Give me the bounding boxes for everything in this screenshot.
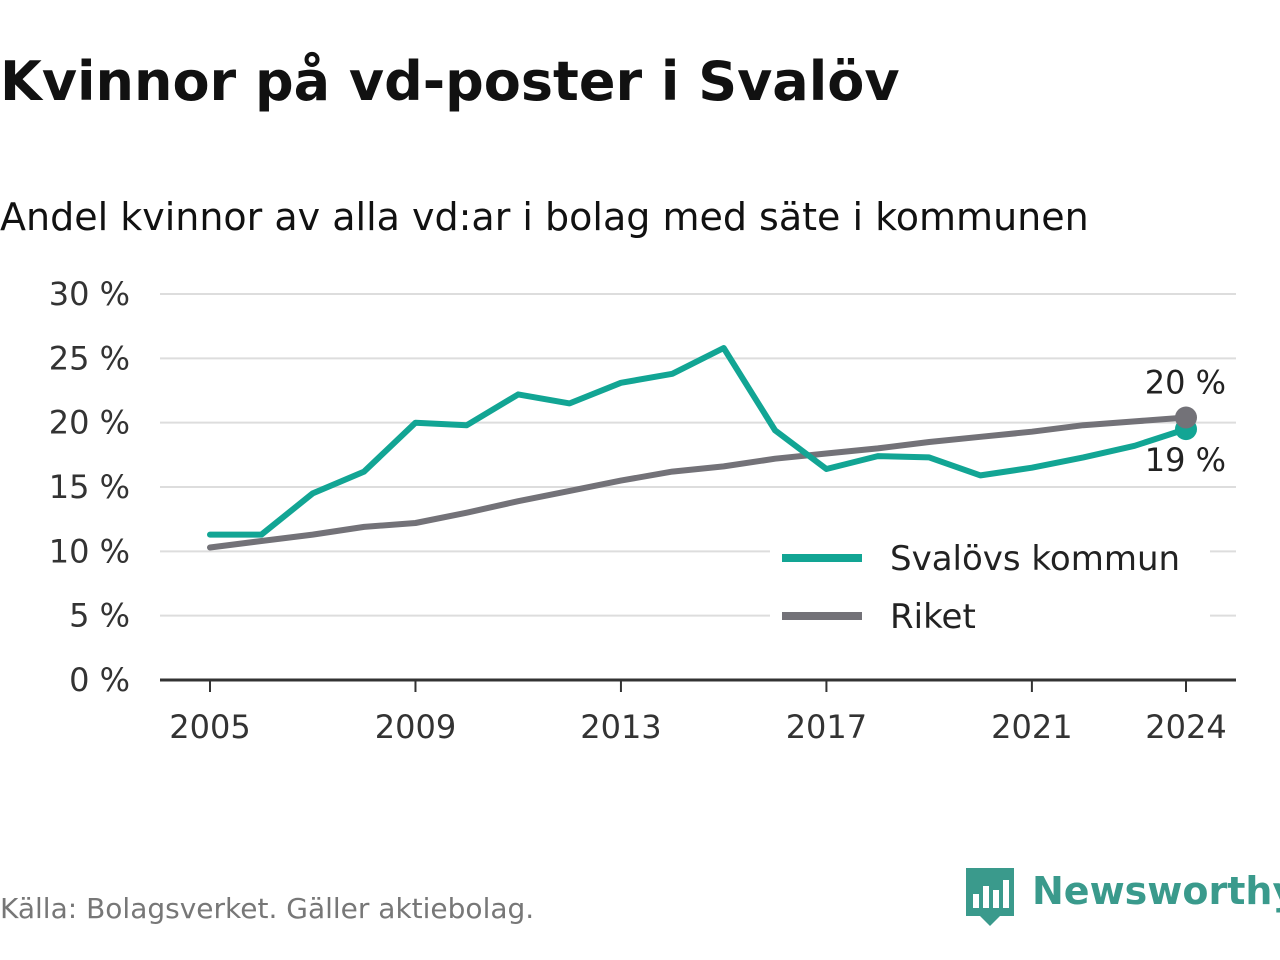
x-tick-label: 2024	[1145, 708, 1226, 746]
legend-label: Svalövs kommun	[890, 539, 1180, 579]
x-axis: 2005 2009 2013 2017 2021 2024	[160, 678, 1236, 746]
brand-name: Newsworthy	[1032, 869, 1280, 913]
legend: Svalövs kommun Riket	[770, 532, 1210, 637]
end-point	[1175, 406, 1197, 429]
x-tick-label: 2005	[169, 708, 250, 746]
x-tick-label: 2013	[580, 708, 661, 746]
legend-label: Riket	[890, 597, 976, 637]
series-lines	[207, 345, 1189, 551]
end-label-svalov: 19 %	[1145, 441, 1226, 479]
series-line-riket	[207, 414, 1189, 551]
y-tick-label: 30 %	[49, 275, 130, 313]
x-tick-label: 2009	[375, 708, 456, 746]
bar-chart-speech-bubble-icon	[966, 868, 1014, 926]
y-tick-label: 5 %	[69, 597, 130, 635]
y-tick-label: 15 %	[49, 468, 130, 506]
y-tick-label: 10 %	[49, 532, 130, 570]
chart-subtitle: Andel kvinnor av alla vd:ar i bolag med …	[0, 195, 1089, 239]
y-axis: 0 % 5 % 10 % 15 % 20 % 25 % 30 %	[49, 275, 130, 699]
series-line-svalov	[207, 345, 1189, 538]
brand-logo: Newsworthy	[966, 868, 1280, 926]
x-tick-label: 2021	[991, 708, 1072, 746]
end-label-riket: 20 %	[1145, 364, 1226, 402]
y-tick-label: 25 %	[49, 339, 130, 377]
y-tick-label: 0 %	[69, 661, 130, 699]
source-note: Källa: Bolagsverket. Gäller aktiebolag.	[0, 892, 534, 925]
end-labels: 20 % 19 %	[1145, 364, 1226, 480]
chart-title: Kvinnor på vd-poster i Svalöv	[0, 50, 900, 113]
x-tick-label: 2017	[786, 708, 867, 746]
y-tick-label: 20 %	[49, 404, 130, 442]
